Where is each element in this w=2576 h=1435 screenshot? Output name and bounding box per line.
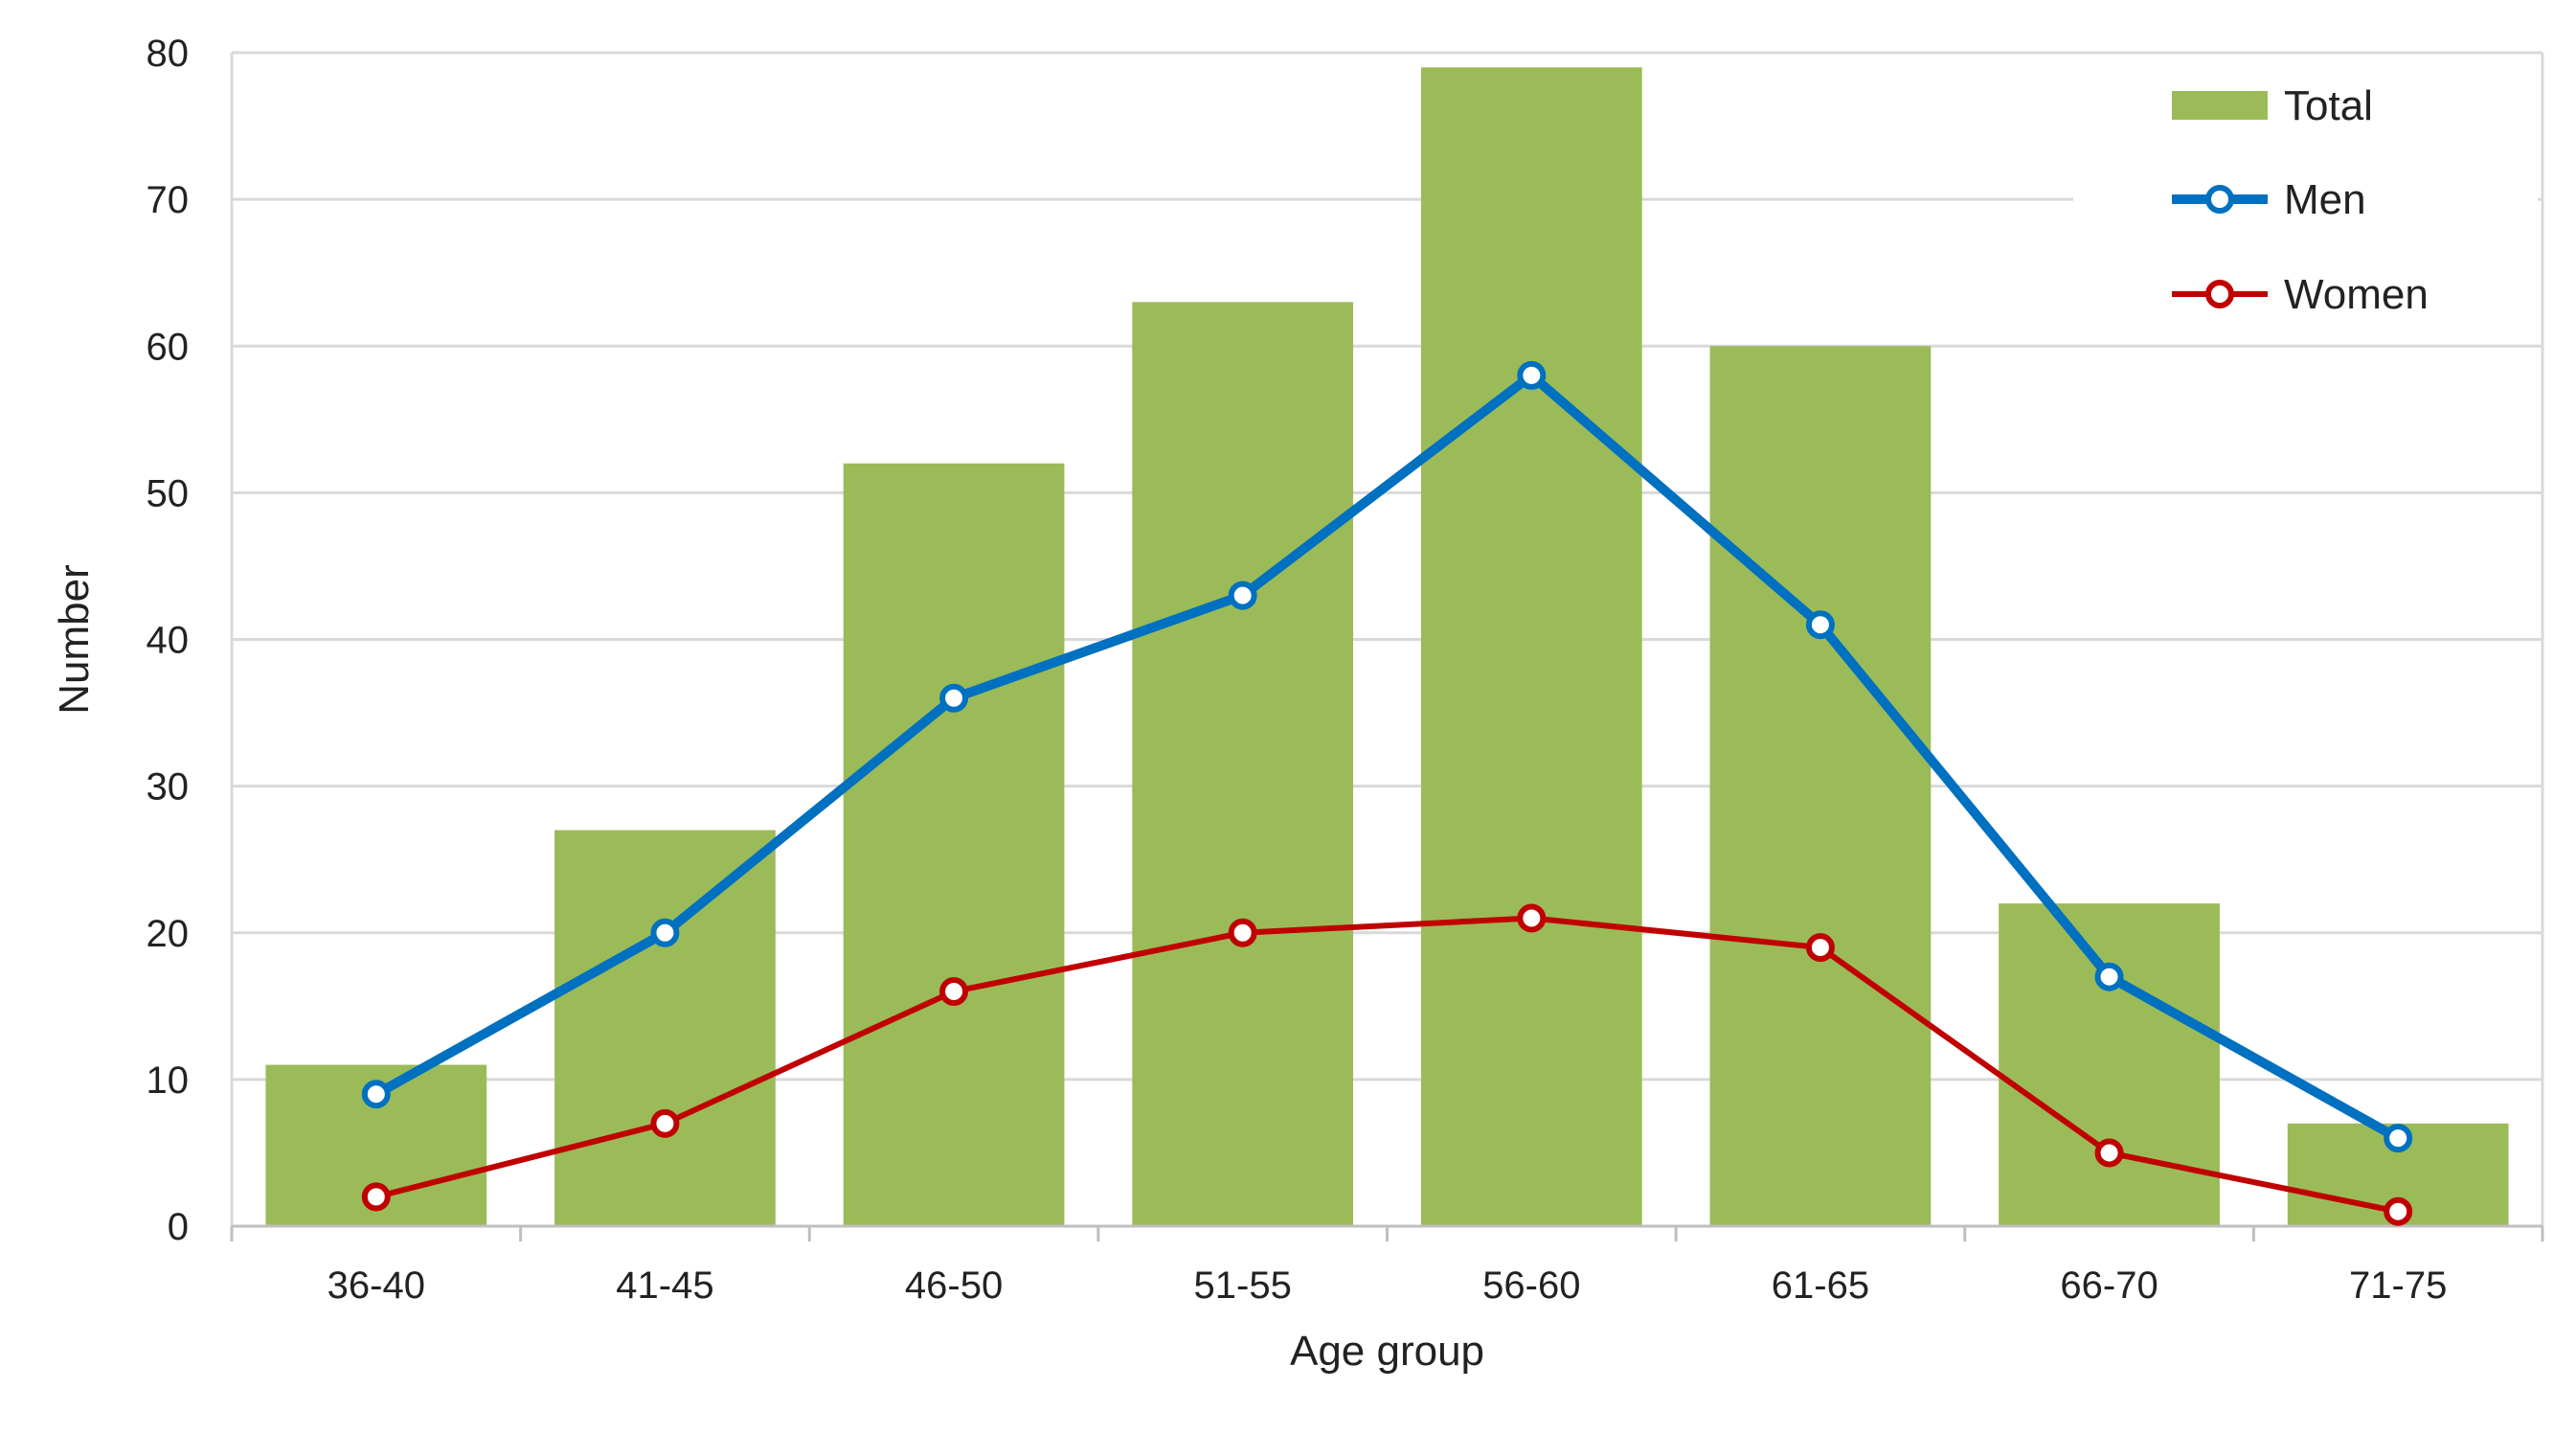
point-women bbox=[1805, 933, 1835, 963]
y-tick-label: 80 bbox=[147, 33, 190, 75]
y-tick-label: 20 bbox=[147, 913, 190, 955]
x-tick-label: 61-65 bbox=[1772, 1264, 1869, 1307]
x-axis-title: Age group bbox=[1290, 1328, 1484, 1375]
y-axis-title: Number bbox=[51, 564, 98, 715]
y-tick-label: 70 bbox=[147, 179, 190, 221]
point-women bbox=[361, 1182, 391, 1212]
point-men bbox=[1228, 581, 1257, 610]
x-tick-label: 46-50 bbox=[905, 1264, 1003, 1307]
point-women bbox=[2384, 1196, 2413, 1226]
point-women bbox=[650, 1108, 680, 1138]
y-tick-label: 30 bbox=[147, 766, 190, 809]
bar-total bbox=[1709, 346, 1932, 1226]
point-women bbox=[2094, 1138, 2124, 1168]
series-line-men bbox=[373, 370, 2401, 1143]
y-tick-label: 0 bbox=[168, 1206, 189, 1248]
legend-marker-men bbox=[2205, 185, 2234, 214]
x-tick-label: 56-60 bbox=[1482, 1264, 1580, 1307]
point-men bbox=[2384, 1124, 2413, 1153]
x-tick-label: 51-55 bbox=[1194, 1264, 1292, 1307]
point-men bbox=[361, 1080, 391, 1109]
legend-box bbox=[2073, 75, 2538, 324]
legend-label-women: Women bbox=[2284, 271, 2429, 318]
y-tick-label: 50 bbox=[147, 472, 190, 514]
point-men bbox=[2094, 962, 2124, 991]
series-line-women bbox=[375, 915, 2399, 1215]
legend-swatch-total bbox=[2172, 91, 2268, 120]
legend-marker-women bbox=[2205, 280, 2234, 308]
bar-total bbox=[1999, 903, 2220, 1226]
bar-total bbox=[843, 463, 1065, 1226]
axes bbox=[230, 53, 2544, 1241]
tick-labels: 0 10 20 30 40 50 60 70 80 36-40 41-45 46-50 51-55 56-… bbox=[147, 33, 2448, 1307]
lines bbox=[361, 360, 2413, 1226]
y-tick-label: 60 bbox=[147, 326, 190, 368]
y-tick-label: 10 bbox=[147, 1059, 190, 1102]
legend-label-total: Total bbox=[2284, 82, 2373, 129]
bar-total bbox=[1132, 302, 1354, 1226]
bars bbox=[265, 67, 2509, 1226]
point-men bbox=[1517, 360, 1547, 390]
x-tick-label: 41-45 bbox=[616, 1264, 713, 1307]
x-tick-label: 36-40 bbox=[328, 1264, 425, 1307]
legend-label-men: Men bbox=[2284, 176, 2366, 223]
point-women bbox=[939, 977, 969, 1006]
point-men bbox=[939, 683, 969, 713]
x-tick-label: 71-75 bbox=[2349, 1264, 2447, 1307]
x-tick-label: 66-70 bbox=[2060, 1264, 2158, 1307]
y-tick-label: 40 bbox=[147, 620, 190, 662]
bar-total bbox=[1420, 67, 1642, 1226]
bar-total bbox=[554, 830, 776, 1226]
point-men bbox=[650, 918, 680, 947]
point-women bbox=[1228, 918, 1257, 947]
legend: Total Men Women bbox=[2073, 75, 2538, 324]
point-women bbox=[1517, 903, 1547, 933]
point-men bbox=[1805, 610, 1835, 640]
